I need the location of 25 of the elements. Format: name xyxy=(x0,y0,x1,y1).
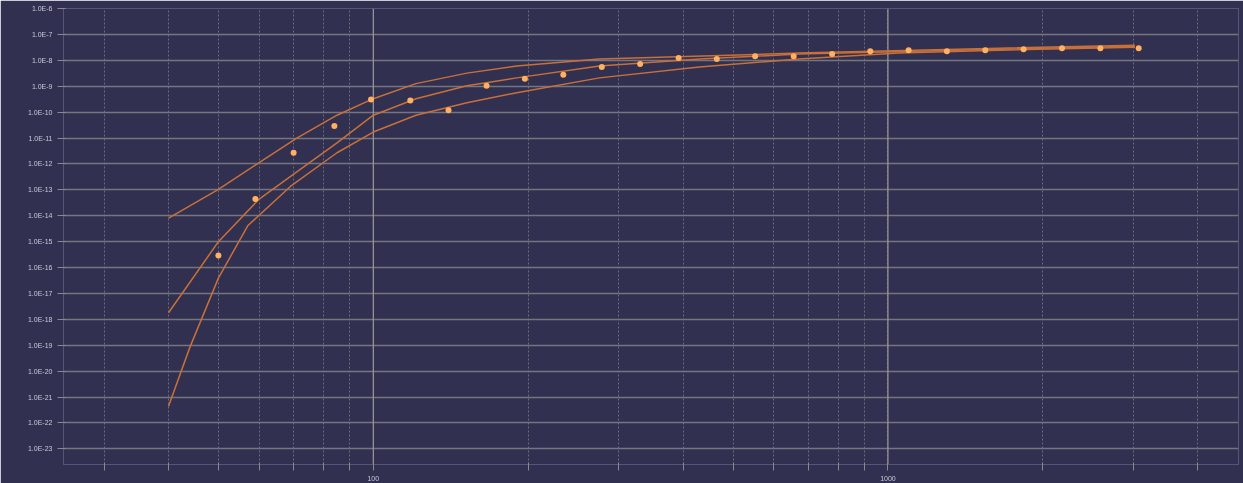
point xyxy=(560,71,567,78)
point xyxy=(290,149,297,156)
point xyxy=(215,252,222,259)
point xyxy=(637,61,644,67)
point xyxy=(445,107,452,114)
point xyxy=(675,54,682,61)
point xyxy=(521,75,528,82)
point xyxy=(1135,45,1142,52)
point xyxy=(368,96,375,103)
point xyxy=(1020,46,1027,53)
point xyxy=(252,196,259,203)
point xyxy=(1097,45,1104,52)
point xyxy=(982,47,989,54)
point xyxy=(829,51,836,58)
point xyxy=(867,48,874,55)
point xyxy=(407,97,414,104)
point xyxy=(752,53,759,60)
point xyxy=(1059,45,1065,52)
point xyxy=(331,123,338,130)
point xyxy=(483,82,490,89)
point xyxy=(943,48,950,55)
point xyxy=(790,53,797,60)
point xyxy=(713,56,720,63)
point xyxy=(598,64,605,71)
point xyxy=(905,47,912,54)
